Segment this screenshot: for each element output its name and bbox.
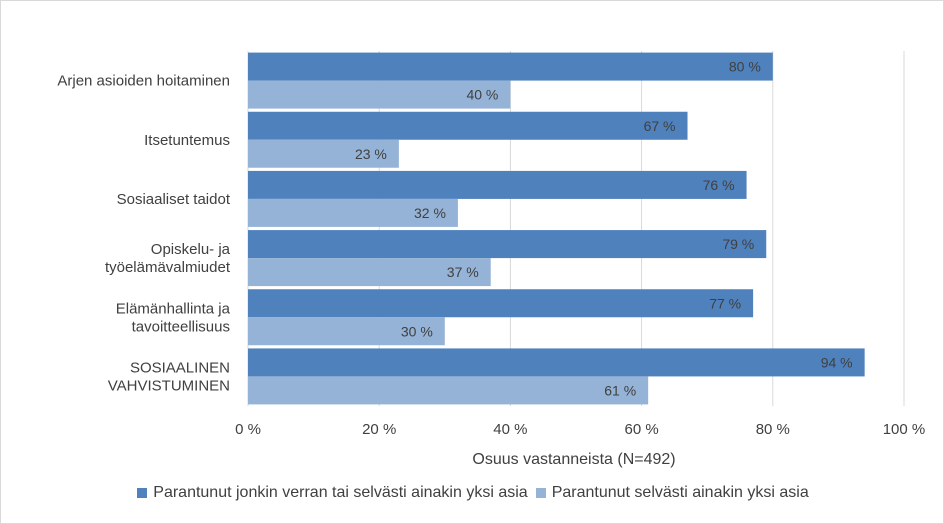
- bar-series-1: [248, 230, 767, 259]
- data-label: 30 %: [401, 323, 433, 339]
- bar-series-2: [248, 376, 649, 405]
- legend-item-series-1: Parantunut jonkin verran tai selvästi ai…: [137, 484, 528, 502]
- category-label-line: Arjen asioiden hoitaminen: [57, 73, 230, 90]
- data-label: 94 %: [821, 354, 853, 370]
- legend-swatch-series-1: [137, 488, 148, 498]
- category-label-line: tavoitteellisuus: [132, 318, 230, 335]
- bar-series-2: [248, 317, 445, 346]
- data-label: 23 %: [355, 146, 387, 162]
- category-label: Arjen asioiden hoitaminen: [57, 73, 230, 90]
- legend-label-series-1: Parantunut jonkin verran tai selvästi ai…: [153, 484, 528, 501]
- category-label-line: Opiskelu- ja: [151, 241, 231, 258]
- category-label-line: SOSIAALINEN: [130, 359, 230, 376]
- x-axis-title: Osuus vastanneista (N=492): [472, 451, 675, 468]
- chart-legend: Parantunut jonkin verran tai selvästi ai…: [1, 483, 944, 503]
- x-tick-label: 80 %: [756, 421, 790, 438]
- data-label: 32 %: [414, 205, 446, 221]
- bar-chart: 0 % 20 % 40 % 60 % 80 % 100 % 80 % 40 % Arjen as…: [57, 51, 926, 468]
- x-tick-label: 0 %: [235, 421, 261, 438]
- category-label: Elämänhallinta ja tavoitteellisuus: [116, 300, 231, 335]
- data-label: 79 %: [722, 236, 754, 252]
- x-tick-label: 60 %: [624, 421, 658, 438]
- bar-series-1: [248, 111, 688, 140]
- data-label: 40 %: [466, 87, 498, 103]
- category-label: Itsetuntemus: [144, 132, 230, 149]
- category-label-line: työelämävalmiudet: [105, 259, 231, 276]
- data-label: 80 %: [729, 59, 761, 75]
- bar-series-1: [248, 348, 865, 377]
- category-label: Sosiaaliset taidot: [117, 191, 231, 208]
- bar-series-1: [248, 52, 773, 81]
- x-tick-label: 40 %: [493, 421, 527, 438]
- data-label: 77 %: [709, 295, 741, 311]
- category-label-line: VAHVISTUMINEN: [108, 377, 230, 394]
- category-label: Opiskelu- ja työelämävalmiudet: [105, 241, 231, 276]
- category-label-line: Elämänhallinta ja: [116, 300, 231, 317]
- data-label: 61 %: [604, 382, 636, 398]
- legend-swatch-series-2: [535, 488, 546, 498]
- category-label-line: Sosiaaliset taidot: [117, 191, 231, 208]
- x-tick-label: 20 %: [362, 421, 396, 438]
- bar-series-1: [248, 289, 754, 318]
- category-label: SOSIAALINEN VAHVISTUMINEN: [108, 359, 230, 394]
- legend-item-series-2: Parantunut selvästi ainakin yksi asia: [535, 484, 809, 502]
- bar-series-2: [248, 198, 458, 227]
- bar-series-2: [248, 80, 511, 109]
- data-label: 67 %: [644, 118, 676, 134]
- category-label-line: Itsetuntemus: [144, 132, 230, 149]
- x-tick-label: 100 %: [883, 421, 926, 438]
- legend-label-series-2: Parantunut selvästi ainakin yksi asia: [551, 484, 809, 501]
- bar-series-2: [248, 258, 491, 287]
- data-label: 76 %: [703, 177, 735, 193]
- data-label: 37 %: [447, 264, 479, 280]
- bar-series-2: [248, 139, 399, 168]
- bar-series-1: [248, 170, 747, 199]
